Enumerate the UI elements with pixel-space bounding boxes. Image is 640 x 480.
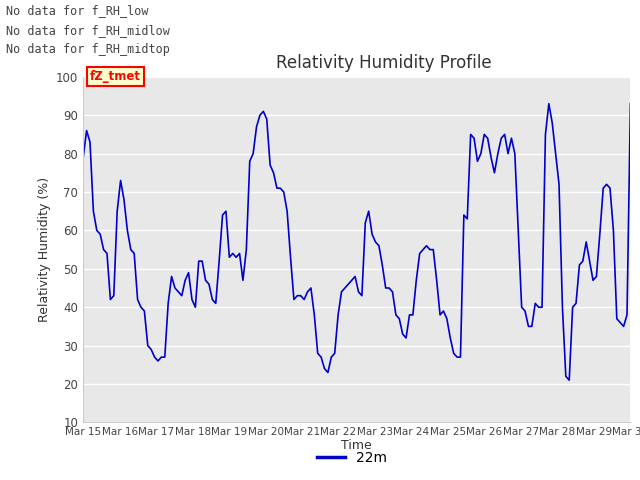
Text: fZ_tmet: fZ_tmet xyxy=(90,70,141,83)
Legend: 22m: 22m xyxy=(312,445,392,471)
Y-axis label: Relativity Humidity (%): Relativity Humidity (%) xyxy=(38,177,51,322)
Title: Relativity Humidity Profile: Relativity Humidity Profile xyxy=(276,54,492,72)
Text: No data for f_RH_midtop: No data for f_RH_midtop xyxy=(6,43,170,56)
Text: No data for f_RH_low: No data for f_RH_low xyxy=(6,4,149,17)
X-axis label: Time: Time xyxy=(341,439,372,452)
Text: No data for f_RH_midlow: No data for f_RH_midlow xyxy=(6,24,170,36)
